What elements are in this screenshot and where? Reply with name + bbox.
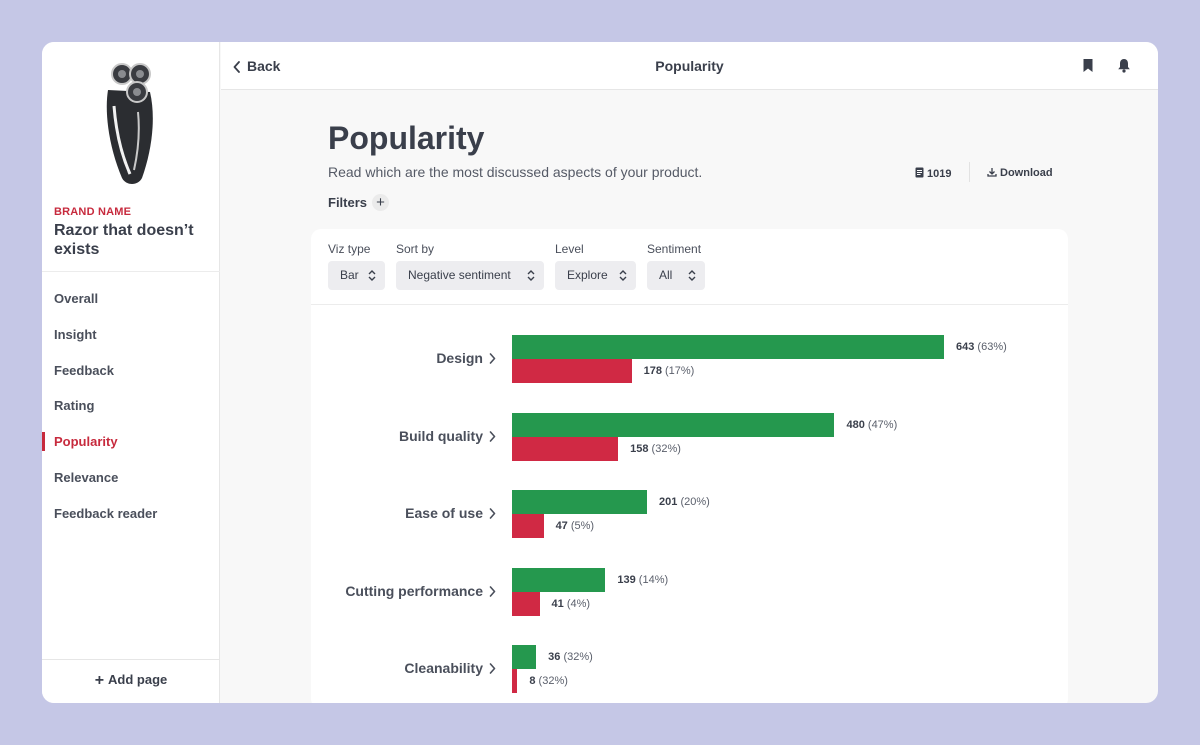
sentiment-label: Sentiment	[647, 242, 702, 256]
feedback-count: 1019	[915, 167, 951, 180]
viz-type-select[interactable]: Bar	[328, 261, 385, 290]
positive-bar-design[interactable]	[512, 335, 944, 359]
negative-value-cleanability: 8 (32%)	[529, 675, 568, 687]
category-label-text: Design	[436, 350, 483, 366]
category-label-text: Build quality	[399, 427, 483, 444]
category-label-ease-of-use[interactable]: Ease of use	[296, 505, 496, 521]
category-label-design[interactable]: Design	[296, 350, 496, 366]
product-name: Razor that doesn’t exists	[54, 222, 194, 258]
chart-card: Viz type Bar Sort by Negative sentiment …	[311, 229, 1068, 703]
chevron-updown-icon	[527, 270, 535, 281]
sidebar-item-overall[interactable]: Overall	[54, 291, 99, 306]
negative-value-build-quality: 158 (32%)	[630, 442, 681, 455]
brand-label: BRAND NAME	[54, 206, 132, 218]
document-icon	[915, 167, 924, 178]
viz-type-label: Viz type	[328, 242, 371, 256]
popularity-bar-chart: Design 643 (63%) 178 (17%) Build quality 480…	[311, 305, 1068, 703]
app-window: BRAND NAME Razor that doesn’t exists Ove…	[42, 42, 1158, 703]
negative-bar-cutting-performance[interactable]	[512, 591, 540, 616]
negative-bar-cleanability[interactable]	[512, 669, 518, 693]
back-button[interactable]: Back	[233, 58, 280, 74]
positive-value-cleanability: 36 (32%)	[548, 651, 593, 663]
add-filter-button[interactable]: +	[372, 194, 389, 211]
sort-by-label: Sort by	[396, 242, 435, 256]
download-icon	[987, 168, 997, 177]
negative-value-design: 178 (17%)	[643, 365, 695, 377]
negative-bar-design[interactable]	[512, 359, 632, 383]
category-label-text: Ease of use	[405, 505, 483, 521]
chevron-right-icon	[489, 353, 496, 364]
topbar: Back Popularity	[221, 42, 1158, 90]
page-title: Popularity	[328, 120, 485, 156]
positive-bar-cutting-performance[interactable]	[512, 567, 606, 592]
negative-value-cutting-performance: 41 (4%)	[551, 597, 591, 610]
add-page-label: Add page	[108, 672, 168, 687]
negative-bar-ease-of-use[interactable]	[512, 514, 544, 538]
positive-value-design: 643 (63%)	[956, 341, 1007, 353]
positive-bar-cleanability[interactable]	[512, 645, 537, 669]
positive-value-ease-of-use: 201 (20%)	[659, 496, 710, 508]
sidebar-item-rating[interactable]: Rating	[54, 398, 95, 414]
sort-by-value: Negative sentiment	[408, 268, 511, 282]
sidebar-divider	[42, 271, 220, 272]
sidebar-item-insight[interactable]: Insight	[54, 326, 97, 342]
sidebar-item-feedback[interactable]: Feedback	[54, 362, 114, 378]
topbar-title: Popularity	[655, 58, 724, 74]
category-label-text: Cutting performance	[345, 582, 483, 599]
level-value: Explore	[567, 268, 608, 282]
sentiment-value: All	[659, 268, 673, 282]
download-label: Download	[1000, 167, 1053, 179]
sidebar: BRAND NAME Razor that doesn’t exists Ove…	[42, 42, 220, 703]
category-label-build-quality[interactable]: Build quality	[296, 428, 496, 444]
bell-icon[interactable]	[1117, 58, 1131, 73]
page-subtitle: Read which are the most discussed aspect…	[328, 164, 703, 180]
sidebar-item-popularity[interactable]: Popularity	[42, 424, 220, 460]
count-value: 1019	[927, 168, 952, 180]
add-page-button[interactable]: + Add page	[42, 672, 220, 690]
plus-icon: +	[94, 672, 105, 689]
positive-value-cutting-performance: 139 (14%)	[617, 573, 669, 586]
plus-icon: +	[376, 194, 385, 211]
level-label: Level	[555, 242, 584, 256]
filters-label: Filters	[328, 195, 368, 210]
sentiment-select[interactable]: All	[647, 261, 705, 290]
chevron-right-icon	[489, 508, 496, 519]
back-label: Back	[247, 58, 281, 74]
positive-bar-ease-of-use[interactable]	[512, 490, 648, 514]
download-button[interactable]: Download	[987, 167, 1053, 179]
chevron-right-icon	[489, 430, 496, 442]
negative-bar-build-quality[interactable]	[512, 436, 619, 461]
bookmark-icon[interactable]	[1082, 58, 1094, 73]
chevron-updown-icon	[368, 270, 376, 281]
level-select[interactable]: Explore	[555, 261, 636, 290]
sidebar-item-feedback-reader[interactable]: Feedback reader	[54, 505, 158, 521]
chevron-updown-icon	[688, 270, 696, 281]
sort-by-select[interactable]: Negative sentiment	[396, 261, 544, 290]
category-label-cleanability[interactable]: Cleanability	[296, 660, 496, 676]
header-divider	[969, 162, 970, 182]
chevron-right-icon	[489, 663, 496, 674]
chevron-left-icon	[233, 61, 240, 73]
sidebar-bottom-divider	[42, 659, 220, 660]
chevron-updown-icon	[619, 270, 627, 281]
sidebar-item-relevance[interactable]: Relevance	[54, 469, 119, 485]
positive-value-build-quality: 480 (47%)	[846, 418, 898, 431]
category-label-cutting-performance[interactable]: Cutting performance	[296, 583, 496, 599]
main-content: Popularity Read which are the most discu…	[221, 90, 1158, 703]
negative-value-ease-of-use: 47 (5%)	[555, 520, 595, 532]
card-divider	[311, 304, 1068, 305]
positive-bar-build-quality[interactable]	[512, 412, 835, 437]
viz-type-value: Bar	[340, 268, 359, 282]
chevron-right-icon	[489, 585, 496, 597]
sidebar-nav: Overall Insight Feedback Rating Populari…	[42, 281, 220, 532]
product-image	[106, 63, 153, 184]
category-label-text: Cleanability	[404, 660, 483, 676]
